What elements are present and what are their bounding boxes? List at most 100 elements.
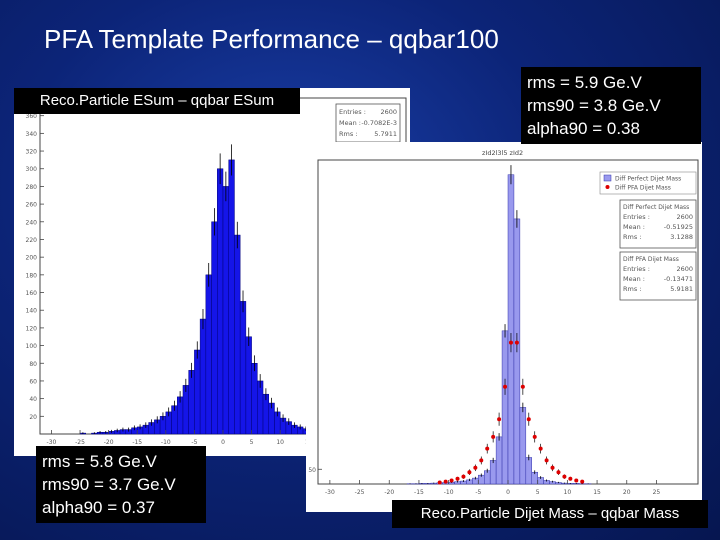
x-tick-label: -5	[191, 439, 197, 446]
x-tick-label: -30	[325, 489, 335, 496]
y-tick-label: 80	[29, 361, 37, 368]
dijet-mass-label: Reco.Particle Dijet Mass – qqbar Mass	[392, 500, 708, 528]
stats-title: Diff Perfect Dijet Mass	[623, 204, 689, 211]
esum-resolution-box: rms = 5.8 Ge.V rms90 = 3.7 Ge.V alpha90 …	[36, 446, 206, 523]
x-tick-label: 15	[593, 489, 601, 496]
stats-box: Diff PFA Dijet Mass Entries : 2600 Mean : -0…	[619, 251, 697, 301]
histogram-bar	[525, 457, 532, 485]
stats-value: 5.9181	[670, 285, 693, 293]
data-point	[508, 340, 513, 345]
histogram-bar	[188, 370, 195, 435]
data-point	[455, 476, 460, 481]
histogram-bar	[489, 460, 497, 485]
slide-title: PFA Template Performance – qqbar100	[44, 24, 499, 54]
x-tick-label: 10	[564, 489, 572, 496]
data-point	[568, 476, 573, 481]
x-tick-label: -10	[161, 439, 171, 446]
stats-value: 2600	[676, 213, 693, 221]
data-point	[503, 384, 508, 389]
stats-key: Rms :	[623, 285, 642, 293]
dijet-mass-histogram-panel: zId2l3l5 zId2 -30 -25 -20 -15 -10 -5 0 5 10 15 20 25…	[306, 142, 702, 512]
dijet-resolution-box: rms = 5.9 Ge.V rms90 = 3.8 Ge.V alpha90 …	[521, 67, 701, 144]
histogram-bar	[234, 234, 241, 435]
data-point	[538, 446, 543, 451]
dijet-rms: rms = 5.9 Ge.V	[527, 73, 642, 92]
histogram-bar	[519, 407, 527, 485]
y-tick-label: 180	[26, 272, 38, 279]
x-tick-label: -15	[414, 489, 424, 496]
stats-value: -0.7082E-3	[361, 119, 397, 127]
stats-box-frame	[335, 103, 401, 143]
y-tick-label: 360	[26, 113, 38, 120]
x-tick-label: 5	[250, 439, 254, 446]
y-tick-label: 260	[26, 202, 38, 209]
histogram-bar	[194, 349, 201, 435]
data-point	[514, 340, 519, 345]
y-tick-label: 140	[26, 308, 38, 315]
data-point	[532, 434, 537, 439]
histogram-bar	[262, 393, 269, 435]
data-point	[479, 458, 484, 463]
stats-value: 2600	[380, 108, 397, 116]
data-point	[449, 478, 454, 483]
x-tick-label: -30	[47, 439, 57, 446]
y-tick-label: 200	[26, 255, 38, 262]
stats-key: Rms :	[623, 233, 642, 241]
stats-value: -0.51925	[664, 223, 693, 231]
data-point	[461, 474, 466, 479]
histogram-bar	[222, 186, 229, 435]
dijet-rms90: rms90 = 3.8 Ge.V	[527, 96, 661, 115]
data-point	[467, 470, 472, 475]
data-point	[491, 434, 496, 439]
histogram-bar	[245, 336, 252, 435]
stats-value: 3.1288	[670, 233, 693, 241]
x-tick-label: 20	[623, 489, 631, 496]
stats-key: Rms :	[339, 130, 358, 138]
data-point	[473, 465, 478, 470]
data-point	[497, 417, 502, 422]
y-tick-label: 50	[308, 467, 316, 474]
data-point	[443, 479, 448, 484]
histogram-bar	[182, 385, 189, 435]
data-point	[550, 465, 555, 470]
y-tick-label: 340	[26, 131, 38, 138]
legend-frame	[599, 171, 697, 195]
stats-key: Mean :	[623, 275, 645, 283]
esum-histogram: 2040608010012014016018020022024026028030…	[26, 97, 407, 446]
dijet-alpha90: alpha90 = 0.38	[527, 119, 640, 138]
data-point	[544, 458, 549, 463]
histogram-bar	[507, 174, 515, 485]
histogram-bar	[484, 470, 491, 485]
histogram-bar	[211, 221, 218, 435]
x-tick-label: -5	[475, 489, 481, 496]
histogram-bar	[228, 159, 235, 435]
y-tick-label: 120	[26, 325, 38, 332]
y-tick-label: 160	[26, 290, 38, 297]
esum-rms90: rms90 = 3.7 Ge.V	[42, 475, 176, 494]
data-point	[526, 417, 531, 422]
histogram-bar	[217, 168, 224, 435]
x-tick-label: 5	[536, 489, 540, 496]
x-tick-label: -25	[75, 439, 85, 446]
legend-swatch-point	[605, 185, 610, 189]
data-point	[562, 474, 567, 479]
x-tick-label: -20	[384, 489, 394, 496]
histogram-bar	[239, 301, 247, 435]
stats-box: Diff Perfect Dijet Mass Entries : 2600 Mean…	[619, 199, 697, 249]
legend: Diff Perfect Dijet Mass Diff PFA Dijet Ma…	[599, 171, 697, 195]
data-point	[437, 480, 442, 485]
histogram-bar	[251, 363, 258, 435]
y-tick-label: 60	[29, 378, 37, 385]
stats-key: Entries :	[339, 108, 366, 116]
x-tick-label: -20	[104, 439, 114, 446]
esum-alpha90: alpha90 = 0.37	[42, 498, 155, 517]
x-tick-label: 25	[653, 489, 661, 496]
x-tick-label: 10	[276, 439, 284, 446]
y-tick-label: 20	[29, 414, 37, 421]
legend-swatch-bar	[603, 174, 612, 182]
histogram-bar	[501, 330, 509, 485]
legend-label: Diff Perfect Dijet Mass	[615, 176, 681, 183]
y-tick-label: 240	[26, 219, 38, 226]
data-point	[485, 446, 490, 451]
y-tick-label: 300	[26, 166, 38, 173]
